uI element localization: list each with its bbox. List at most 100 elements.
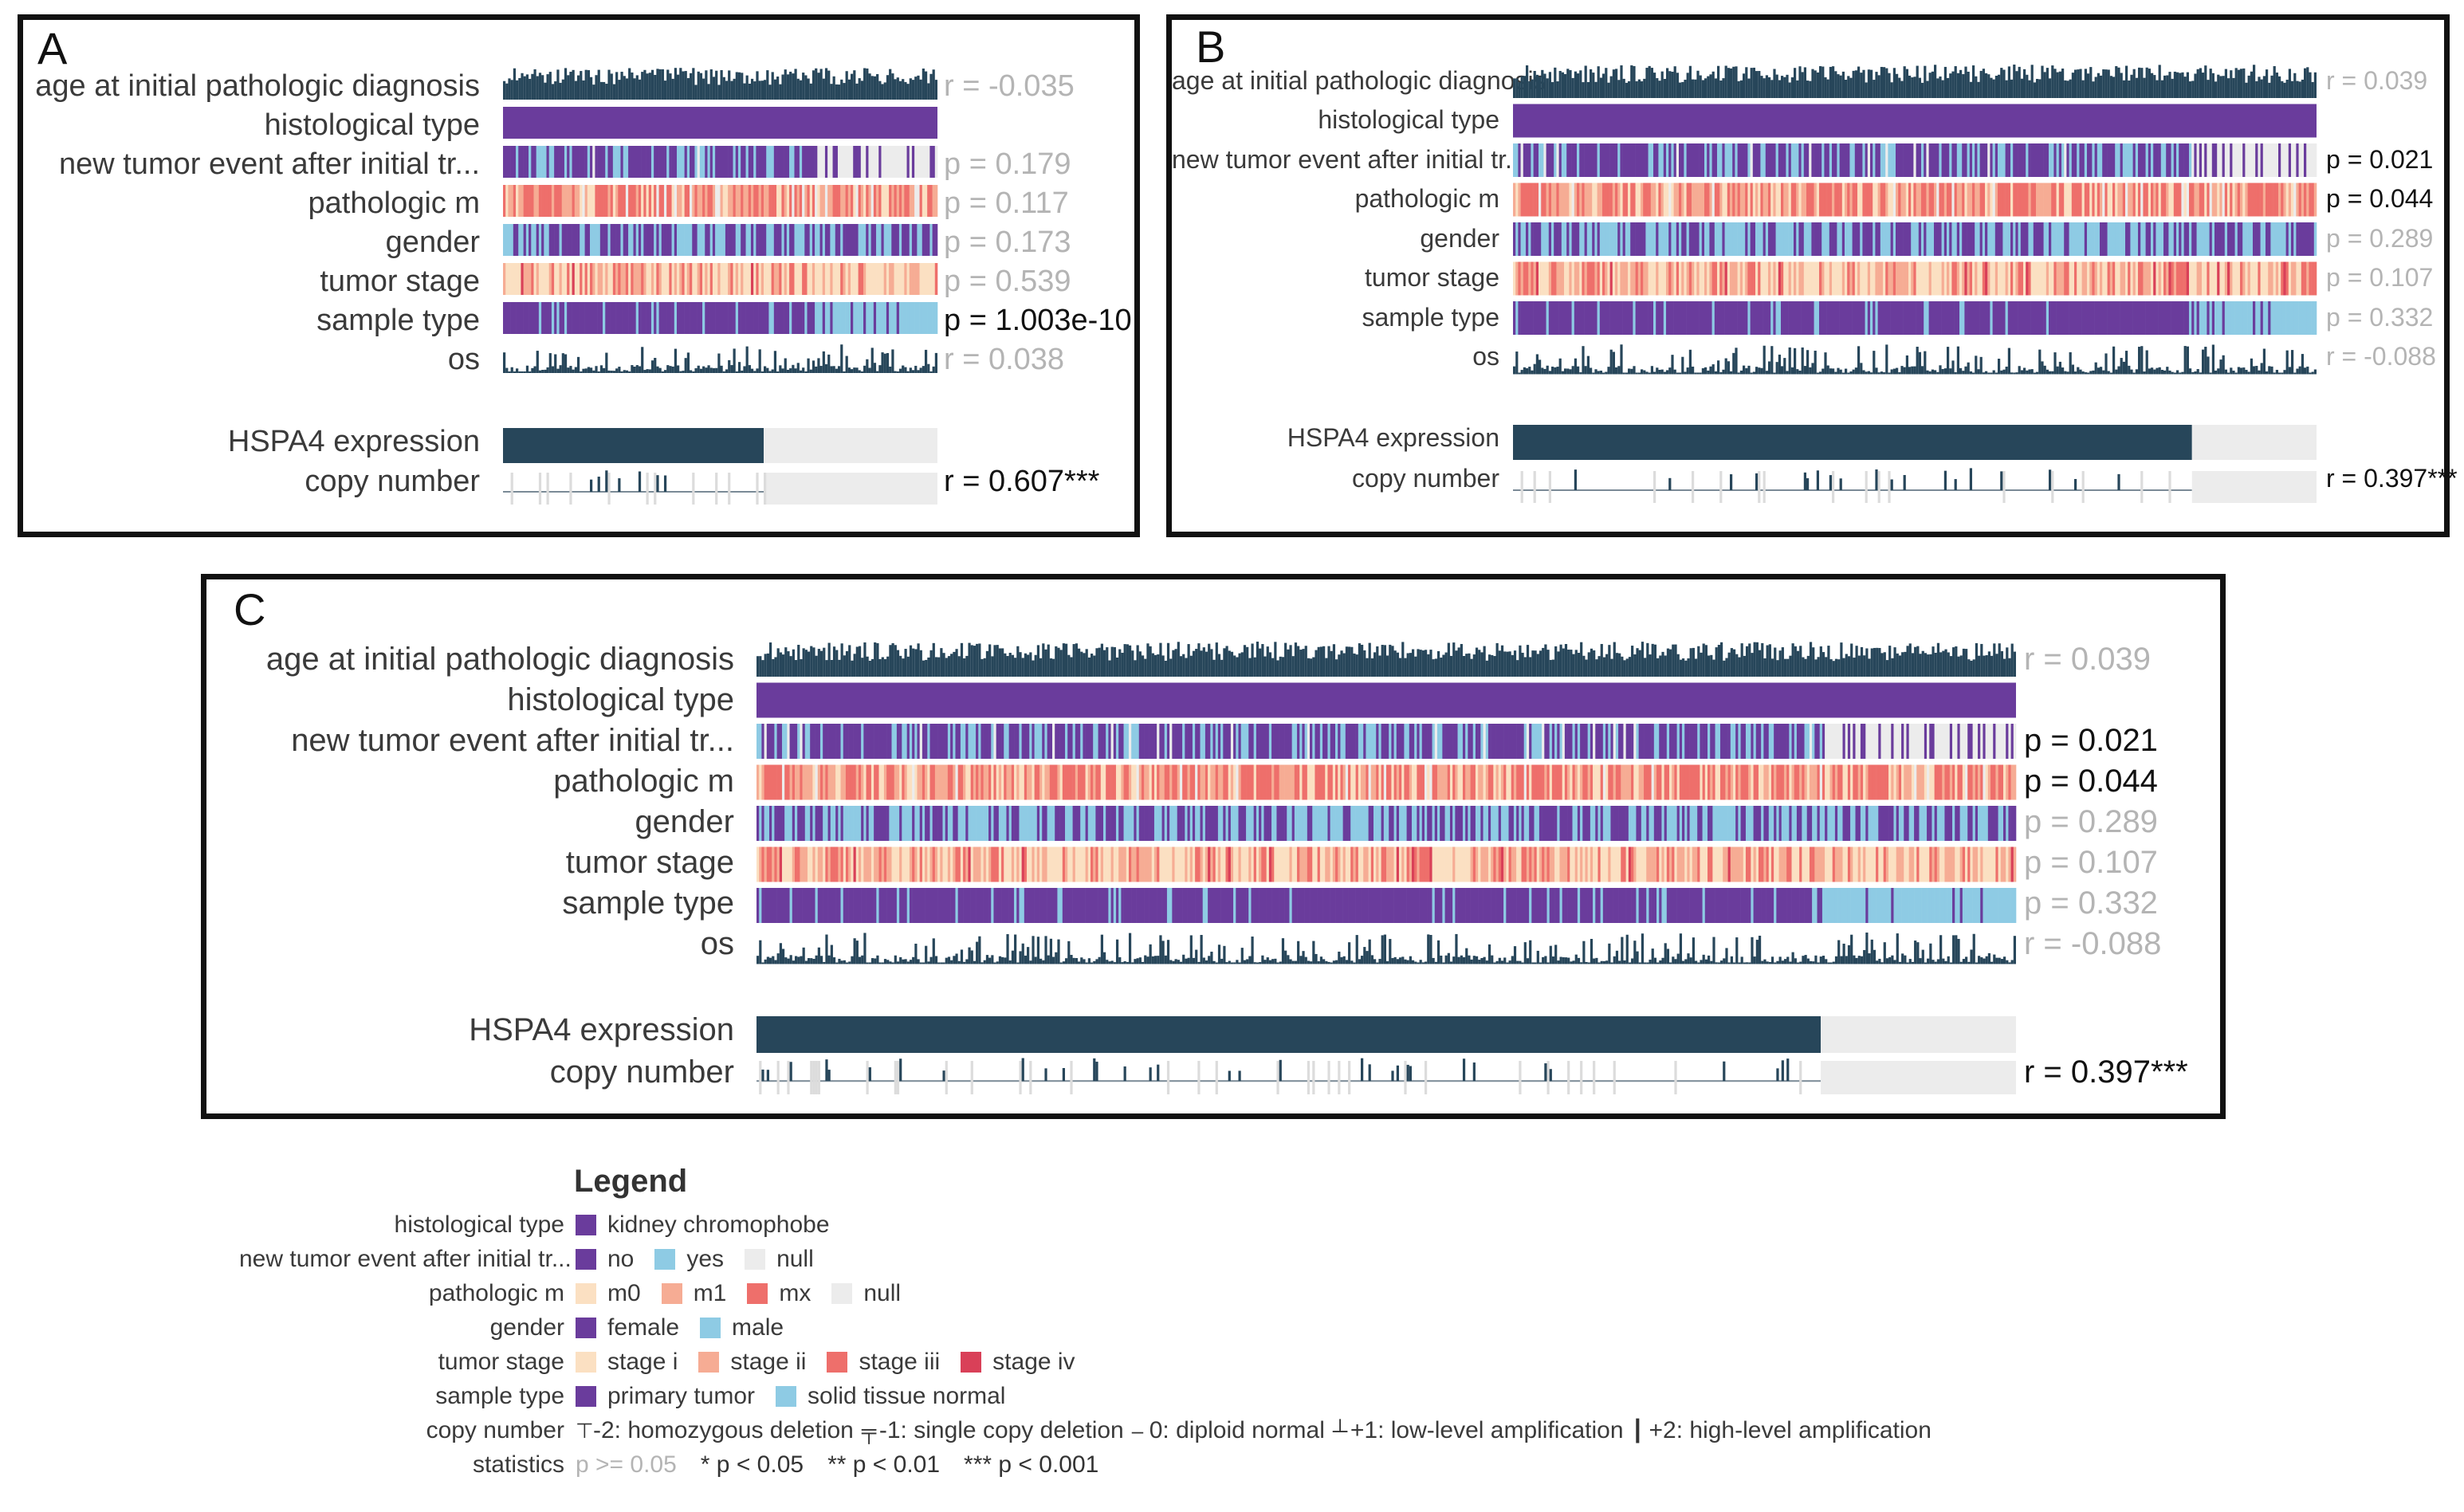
os-bar bbox=[1699, 372, 1702, 375]
pathologic-m-cell bbox=[1853, 764, 1856, 800]
age-bar bbox=[1638, 650, 1641, 677]
sample-type-cell bbox=[686, 302, 690, 334]
new-tumor-event-cell bbox=[1615, 724, 1619, 759]
gender-cell bbox=[2102, 222, 2105, 256]
pathologic-m-cell bbox=[1672, 764, 1675, 800]
age-bar bbox=[559, 82, 562, 100]
age-bar bbox=[781, 654, 785, 677]
pathologic-m-cell bbox=[2028, 183, 2031, 217]
age-bar bbox=[2018, 66, 2021, 98]
age-bar bbox=[1893, 647, 1896, 677]
pathologic-m-cell bbox=[1523, 183, 1527, 217]
gender-cell bbox=[924, 224, 928, 256]
age-bar bbox=[1533, 70, 1536, 98]
gender-cell bbox=[2293, 222, 2297, 256]
tumor-stage-cell bbox=[743, 263, 746, 295]
new-tumor-event-cell bbox=[1913, 143, 1916, 177]
tumor-stage-cell bbox=[2258, 261, 2261, 296]
pathologic-m-cell bbox=[1049, 764, 1053, 800]
age-bar bbox=[2255, 81, 2258, 98]
pathologic-m-cell bbox=[1256, 764, 1260, 800]
new-tumor-event-cell bbox=[896, 724, 900, 759]
sample-type-cell bbox=[2092, 301, 2095, 335]
row-label-gender: gender bbox=[635, 804, 734, 839]
age-bar bbox=[878, 658, 882, 677]
pathologic-m-cell bbox=[1342, 764, 1346, 800]
os-bar bbox=[2102, 370, 2105, 375]
sample-type-cell bbox=[2100, 301, 2103, 335]
pathologic-m-cell bbox=[1947, 764, 1951, 800]
os-bar bbox=[625, 370, 629, 373]
pathologic-m-cell bbox=[1597, 183, 1601, 217]
pathologic-m-cell bbox=[2260, 183, 2264, 217]
age-bar bbox=[1964, 66, 1967, 98]
age-bar bbox=[2122, 80, 2125, 98]
gender-cell bbox=[1783, 222, 1786, 256]
pathologic-m-cell bbox=[1319, 764, 1323, 800]
os-bar bbox=[1829, 368, 1832, 375]
pathologic-m-cell bbox=[2311, 183, 2315, 217]
pathologic-m-cell bbox=[2074, 183, 2077, 217]
os-bar bbox=[2030, 369, 2034, 375]
tumor-stage-cell bbox=[523, 263, 527, 295]
new-tumor-event-cell bbox=[1936, 724, 1940, 759]
tumor-stage-cell bbox=[2107, 261, 2111, 296]
new-tumor-event-cell bbox=[1672, 724, 1675, 759]
gender-cell bbox=[654, 224, 657, 256]
pathologic-m-cell bbox=[569, 185, 572, 217]
new-tumor-event-cell bbox=[1172, 724, 1175, 759]
pathologic-m-cell bbox=[1686, 183, 1690, 217]
gender-cell bbox=[863, 224, 867, 256]
os-bar bbox=[1798, 370, 1802, 375]
sample-type-cell bbox=[1528, 301, 1531, 335]
pathologic-m-cell bbox=[531, 185, 534, 217]
gender-cell bbox=[1839, 222, 1843, 256]
os-bar bbox=[1648, 372, 1651, 375]
age-bar bbox=[1985, 73, 1988, 98]
age-bar bbox=[2049, 78, 2052, 98]
tumor-stage-cell bbox=[633, 263, 637, 295]
sample-type-cell bbox=[2013, 301, 2016, 335]
sample-type-cell bbox=[1845, 301, 1848, 335]
gender-cell bbox=[1645, 222, 1649, 256]
new-tumor-event-cell bbox=[863, 146, 867, 178]
age-bar bbox=[1378, 655, 1381, 677]
new-tumor-event-cell bbox=[1019, 724, 1022, 759]
age-bar bbox=[1434, 658, 1437, 677]
pathologic-m-cell bbox=[1427, 764, 1430, 800]
sample-type-cell bbox=[715, 302, 718, 334]
os-bar bbox=[1936, 371, 1939, 375]
new-tumor-event-cell bbox=[1888, 724, 1892, 759]
age-bar bbox=[1719, 642, 1723, 677]
pathologic-m-cell bbox=[1100, 764, 1104, 800]
gender-cell bbox=[1666, 222, 1669, 256]
sample-type-cell bbox=[2270, 301, 2273, 335]
pathologic-m-cell bbox=[2077, 183, 2080, 217]
pathologic-m-cell bbox=[2122, 183, 2126, 217]
pathologic-m-cell bbox=[1975, 183, 1978, 217]
new-tumor-event-cell bbox=[646, 146, 650, 178]
gender-cell bbox=[2163, 222, 2167, 256]
age-bar bbox=[1768, 77, 1771, 98]
new-tumor-event-cell bbox=[919, 146, 923, 178]
os-bar bbox=[576, 356, 580, 373]
os-bar bbox=[2247, 371, 2250, 375]
new-tumor-event-cell bbox=[2240, 143, 2243, 177]
sample-type-cell bbox=[569, 302, 572, 334]
gender-cell bbox=[728, 224, 731, 256]
pathologic-m-cell bbox=[1962, 764, 1966, 800]
pathologic-m-cell bbox=[1338, 764, 1341, 800]
sample-type-cell bbox=[554, 302, 557, 334]
new-tumor-event-cell bbox=[810, 724, 813, 759]
new-tumor-event-cell bbox=[851, 724, 854, 759]
tumor-stage-cell bbox=[863, 263, 867, 295]
gender-cell bbox=[2250, 222, 2254, 256]
age-bar bbox=[1845, 80, 1848, 98]
new-tumor-event-cell bbox=[1956, 143, 1960, 177]
new-tumor-event-cell bbox=[1554, 724, 1558, 759]
new-tumor-event-cell bbox=[1931, 143, 1935, 177]
age-bar bbox=[1613, 642, 1616, 677]
age-bar bbox=[1993, 643, 1996, 677]
gender-cell bbox=[733, 224, 737, 256]
pathologic-m-cell bbox=[674, 185, 678, 217]
